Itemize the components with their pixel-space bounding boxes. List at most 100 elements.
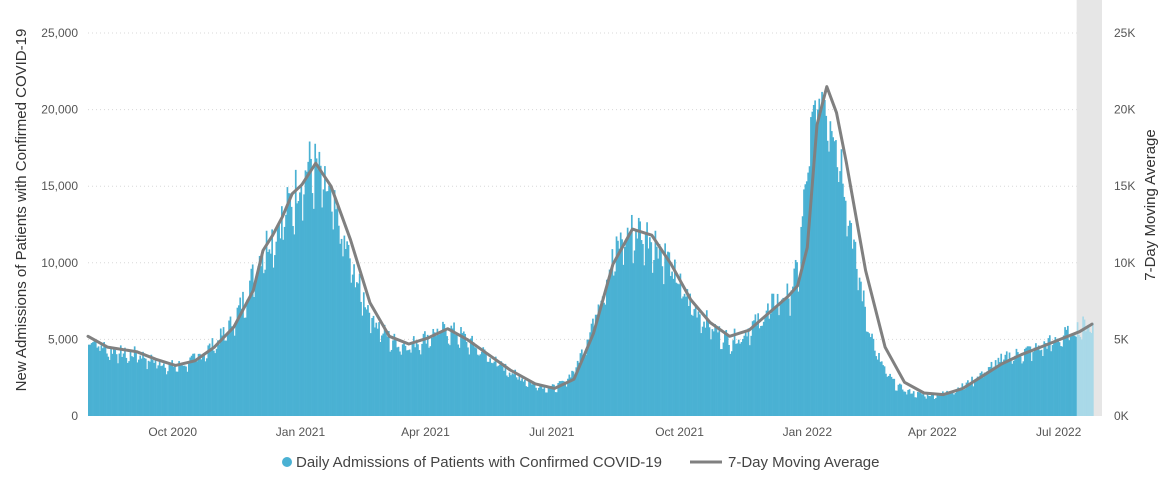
bar — [718, 326, 721, 416]
bar — [240, 308, 243, 416]
bar — [496, 366, 498, 416]
bar — [487, 361, 490, 416]
bar — [512, 374, 515, 416]
bar — [929, 396, 932, 416]
bar — [1021, 363, 1023, 416]
bar — [1026, 346, 1029, 416]
legend-label-line: 7-Day Moving Average — [728, 454, 879, 471]
bar — [124, 347, 126, 416]
bar — [811, 111, 814, 417]
y2-tick-label: 20K — [1114, 103, 1135, 117]
bar — [978, 378, 980, 416]
bar — [299, 192, 301, 416]
bar — [878, 352, 880, 416]
legend-swatch-bars — [282, 457, 292, 467]
bar — [700, 333, 703, 416]
bar — [796, 262, 798, 416]
x-tick-label: Apr 2022 — [908, 425, 957, 439]
bar — [562, 381, 565, 416]
bar — [575, 367, 578, 416]
bar — [760, 325, 762, 416]
bar — [174, 365, 176, 416]
bar — [262, 273, 265, 416]
bar — [647, 248, 650, 416]
bar — [1061, 346, 1064, 416]
bar — [861, 301, 864, 416]
bar — [596, 314, 598, 416]
left-y-axis-ticks: 0 5,000 10,000 15,000 20,000 25,000 — [41, 26, 78, 423]
bar — [181, 364, 183, 416]
bar — [928, 396, 930, 416]
bar — [250, 268, 253, 416]
y2-tick-label: 5K — [1114, 332, 1129, 346]
bar — [943, 395, 946, 416]
bar — [226, 334, 229, 416]
legend-item-line[interactable]: 7-Day Moving Average — [690, 454, 879, 471]
bar — [149, 361, 151, 416]
bar — [437, 334, 440, 416]
bar — [1075, 336, 1078, 416]
bar — [214, 353, 217, 416]
bar — [1046, 348, 1048, 416]
bar — [674, 259, 676, 416]
bar — [524, 380, 526, 416]
bar — [336, 206, 339, 416]
bar — [271, 229, 273, 416]
bar — [494, 356, 497, 416]
bar — [335, 209, 337, 416]
bar — [276, 225, 279, 416]
bar — [414, 347, 417, 416]
bar — [1089, 331, 1091, 416]
bar — [425, 343, 428, 416]
bar — [218, 344, 221, 416]
bar — [292, 226, 294, 416]
bar — [724, 331, 726, 416]
bar — [296, 203, 298, 416]
bar — [471, 335, 473, 416]
bar — [1011, 363, 1014, 416]
bar — [278, 224, 280, 416]
bar — [825, 115, 828, 417]
bar — [503, 370, 505, 416]
bar — [235, 323, 237, 416]
bar — [753, 320, 755, 416]
bar — [975, 380, 978, 416]
legend-item-bars[interactable]: Daily Admissions of Patients with Confir… — [282, 454, 662, 471]
bar — [94, 340, 97, 416]
bar — [549, 387, 551, 416]
bar — [122, 353, 125, 416]
bar — [440, 331, 443, 416]
bar — [375, 322, 378, 416]
bar — [530, 384, 533, 416]
bar — [486, 361, 489, 416]
bar — [703, 321, 705, 416]
bar — [510, 375, 512, 416]
bar — [658, 244, 661, 416]
bar — [833, 141, 836, 416]
bar — [850, 223, 853, 416]
bar — [90, 343, 93, 416]
bar — [150, 354, 153, 416]
bar — [767, 303, 769, 416]
bar — [331, 211, 333, 416]
bar — [933, 399, 936, 416]
bar — [939, 394, 941, 416]
bar — [855, 268, 858, 416]
bar — [875, 356, 878, 416]
bar — [947, 392, 950, 416]
bar — [823, 99, 826, 416]
bar — [778, 315, 780, 416]
bar — [153, 362, 155, 416]
bar — [757, 313, 760, 416]
bar — [465, 341, 468, 416]
bar — [386, 336, 389, 416]
bar — [785, 298, 787, 416]
bar — [787, 298, 790, 416]
bar — [605, 279, 608, 416]
bar — [942, 391, 944, 416]
bar — [622, 264, 625, 416]
bar — [578, 362, 580, 416]
bar — [243, 317, 246, 416]
bar — [93, 340, 96, 416]
bar — [1042, 356, 1044, 416]
